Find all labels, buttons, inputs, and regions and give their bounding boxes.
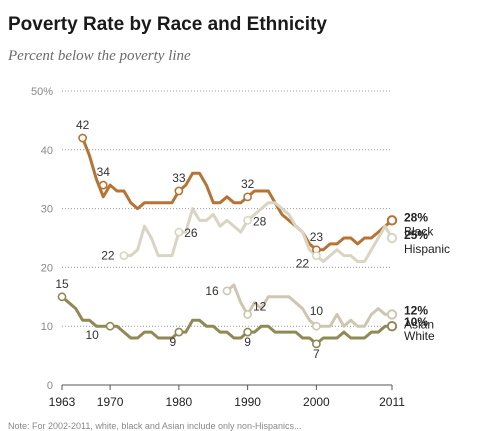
data-point-marker [174,327,184,337]
data-point-marker [243,192,253,202]
data-label: 28 [253,214,267,228]
data-label: 9 [170,335,177,349]
data-label: 15 [55,277,69,291]
chart-subtitle: Percent below the poverty line [8,48,191,64]
end-point-marker [386,232,398,244]
data-point-marker [243,215,253,225]
data-label: 7 [313,347,320,361]
data-point-marker [311,251,321,261]
series-name-label: Hispanic [404,242,450,256]
y-tick-label: 0 [47,380,53,392]
chart-note: Note: For 2002-2011, white, black and As… [8,422,302,431]
data-point-marker [311,321,321,331]
y-tick-label: 50% [31,86,53,98]
data-label: 26 [184,226,198,240]
series-name-label: White [404,329,435,343]
data-label: 34 [97,165,111,179]
end-point-marker [386,321,398,332]
series-line-asian [225,283,394,328]
end-point-marker [386,309,398,320]
y-tick-label: 40 [41,145,53,157]
x-tick-label: 2000 [303,395,330,409]
data-point-marker [98,180,108,190]
data-point-marker [243,327,253,337]
x-tick-label: 1970 [97,395,124,409]
end-value-label: 12% [404,303,428,317]
x-tick-label: 1990 [234,395,261,409]
y-tick-label: 30 [41,204,53,216]
x-tick-label: 1963 [49,395,76,409]
data-label: 23 [310,230,324,244]
data-point-marker [174,186,184,196]
data-label: 10 [310,304,324,318]
series-name-label: Black [404,224,434,238]
chart-title: Poverty Rate by Race and Ethnicity [8,14,327,35]
data-label: 22 [101,249,115,263]
data-label: 12 [253,299,267,313]
y-tick-label: 20 [41,262,53,274]
series-line-white [60,295,394,346]
x-tick-label: 2011 [379,395,405,409]
data-point-marker [243,310,253,319]
data-point-marker [174,227,184,237]
data-label: 22 [296,257,310,271]
data-label: 9 [244,335,251,349]
end-value-label: 25% [404,228,428,242]
data-point-marker [311,339,321,349]
series-line-hispanic [122,201,394,263]
end-point-marker [386,215,398,226]
data-point-marker [57,292,67,302]
y-tick-label: 10 [41,321,53,333]
x-tick-label: 1980 [166,395,193,409]
data-label: 33 [172,171,186,185]
data-point-marker [119,251,129,261]
data-label: 42 [76,118,90,132]
data-label: 16 [205,284,219,298]
end-value-label: 10% [404,315,428,329]
data-label: 32 [241,177,255,191]
series-name-label: Asian [404,317,434,331]
data-point-marker [78,133,88,143]
data-point-marker [105,321,115,331]
end-value-label: 28% [404,210,428,224]
data-label: 10 [85,328,99,342]
series-line-black [81,136,394,252]
data-point-marker [222,286,232,296]
